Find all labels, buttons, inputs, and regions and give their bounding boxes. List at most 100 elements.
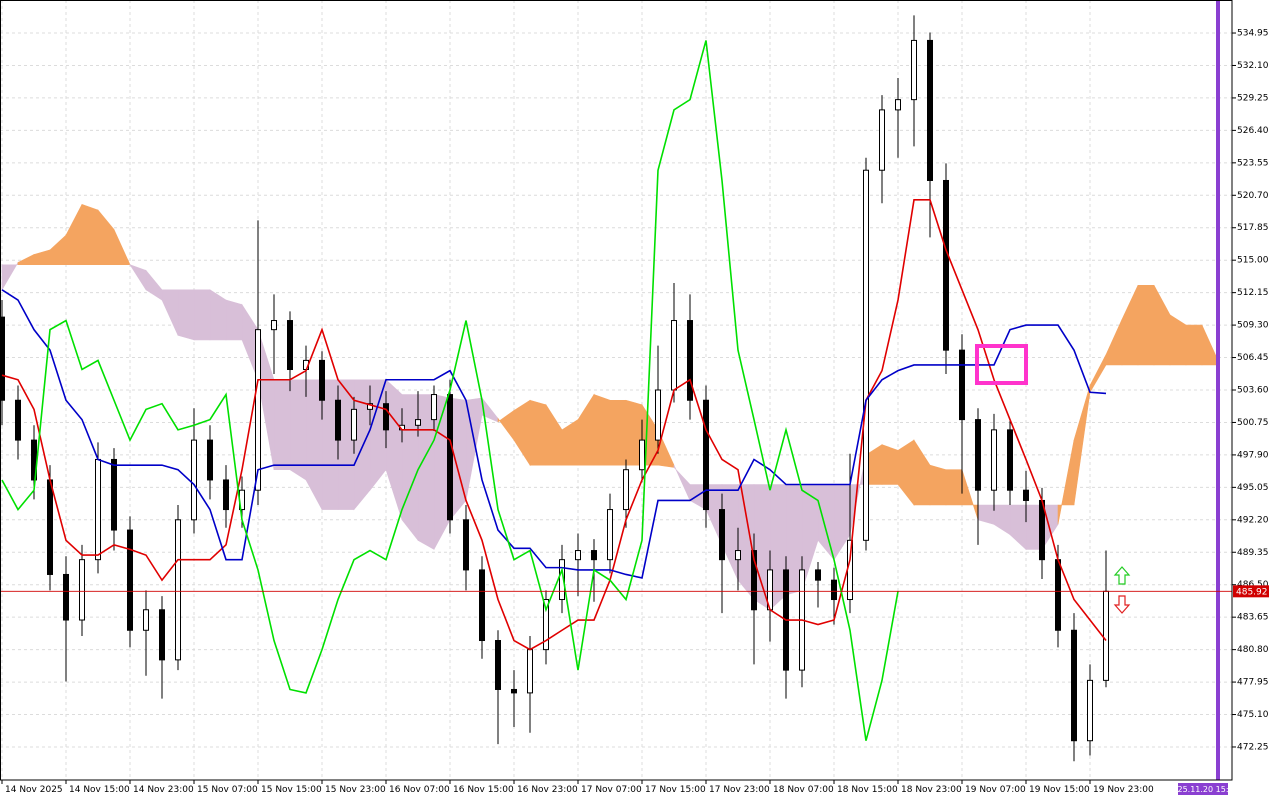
cloud-segment	[193, 289, 211, 341]
candle-body	[815, 569, 821, 581]
candle-body	[1007, 429, 1013, 491]
cloud-segment	[113, 229, 131, 266]
candle-body	[639, 439, 645, 471]
y-tick-label: 475.10	[1237, 710, 1269, 720]
candle-body	[1071, 629, 1077, 742]
candle-body	[15, 399, 21, 441]
indicator-line	[1, 40, 899, 741]
candle-body	[479, 569, 485, 642]
y-tick-label: 512.15	[1237, 288, 1269, 298]
candle-body	[831, 579, 837, 601]
candle-body	[431, 394, 437, 421]
y-tick-label: 526.40	[1237, 126, 1269, 136]
candle-body	[159, 609, 165, 661]
cloud-segment	[401, 394, 419, 542]
candle-body	[943, 179, 949, 351]
candle-body	[655, 389, 661, 441]
y-tick-label: 532.10	[1237, 61, 1269, 71]
cloud-segment	[529, 399, 547, 466]
candle-body	[687, 320, 693, 401]
candle-body	[607, 509, 613, 561]
x-tick-label: 14 Nov 15:00	[69, 785, 130, 795]
candle-body	[207, 439, 213, 481]
candle-body	[0, 316, 5, 401]
y-tick-label: 497.90	[1237, 450, 1269, 460]
x-tick-label: 14 Nov 2025	[5, 785, 63, 795]
time-marker-label: 2025.11.20 15:00	[1167, 785, 1238, 794]
indicator-line	[1, 289, 1107, 579]
x-tick-label: 15 Nov 15:00	[261, 785, 322, 795]
y-tick-label: 503.60	[1237, 386, 1269, 396]
candle-body	[959, 349, 965, 421]
candle-body	[95, 458, 101, 561]
candle-body	[863, 169, 869, 541]
y-tick-label: 472.25	[1237, 742, 1269, 752]
y-tick-label: 483.65	[1237, 613, 1269, 623]
y-tick-label: 500.75	[1237, 418, 1269, 428]
candle-body	[575, 550, 581, 561]
cloud-segment	[273, 379, 291, 471]
y-tick-label: 489.35	[1237, 548, 1269, 558]
candle-body	[671, 320, 677, 391]
candle-body	[447, 394, 453, 521]
cloud-segment	[1137, 284, 1155, 366]
x-tick-label: 18 Nov 15:00	[837, 785, 898, 795]
candle-body	[543, 599, 549, 651]
highlight-box	[975, 344, 1028, 385]
x-tick-label: 17 Nov 15:00	[645, 785, 706, 795]
candle-body	[751, 550, 757, 611]
x-tick-label: 19 Nov 15:00	[1029, 785, 1090, 795]
y-tick-label: 517.85	[1237, 223, 1269, 233]
current-price-label: 485.92	[1236, 587, 1268, 597]
candle-body	[271, 320, 277, 331]
ichimoku-cloud	[1, 203, 1219, 611]
down-arrow	[1113, 595, 1131, 614]
x-tick-label: 15 Nov 07:00	[197, 785, 258, 795]
candle-body	[895, 99, 901, 111]
cloud-segment	[609, 399, 627, 466]
y-tick-label: 515.00	[1237, 256, 1269, 266]
cloud-segment	[929, 464, 947, 506]
y-tick-label: 520.70	[1237, 191, 1269, 201]
candle-body	[143, 609, 149, 631]
candle-body	[703, 399, 709, 511]
up-arrow	[1113, 566, 1131, 585]
y-tick-label: 534.95	[1237, 29, 1269, 39]
candle-body	[1023, 489, 1029, 501]
candle-body	[415, 419, 421, 426]
candle-body	[527, 649, 533, 694]
y-tick-label: 486.50	[1237, 580, 1269, 590]
cloud-segment	[593, 394, 611, 466]
y-tick-label: 480.80	[1237, 645, 1269, 655]
candle-body	[127, 529, 133, 631]
candle-body	[255, 329, 261, 491]
cloud-segment	[945, 469, 963, 506]
candle-body	[991, 429, 997, 491]
candle-body	[911, 39, 917, 101]
candle-body	[495, 640, 501, 690]
candle-body	[879, 109, 885, 171]
candle-body	[287, 320, 293, 371]
x-tick-label: 16 Nov 15:00	[453, 785, 514, 795]
candle-body	[1103, 590, 1109, 681]
candle-body	[79, 559, 85, 621]
y-tick-label: 492.20	[1237, 515, 1269, 525]
candle-body	[559, 559, 565, 601]
x-tick-label: 18 Nov 07:00	[773, 785, 834, 795]
x-tick-label: 14 Nov 23:00	[133, 785, 194, 795]
cloud-segment	[225, 299, 243, 341]
x-tick-label: 19 Nov 07:00	[965, 785, 1026, 795]
candle-body	[927, 39, 933, 181]
x-tick-label: 18 Nov 23:00	[901, 785, 962, 795]
candle-body	[111, 458, 117, 531]
cloud-segment	[1185, 324, 1203, 366]
candle-body	[591, 550, 597, 561]
time-marker-label-bg	[1178, 783, 1228, 795]
cloud-segment	[81, 203, 99, 266]
cloud-segment	[881, 444, 899, 485]
candle-body	[463, 519, 469, 571]
candle-body	[223, 479, 229, 511]
